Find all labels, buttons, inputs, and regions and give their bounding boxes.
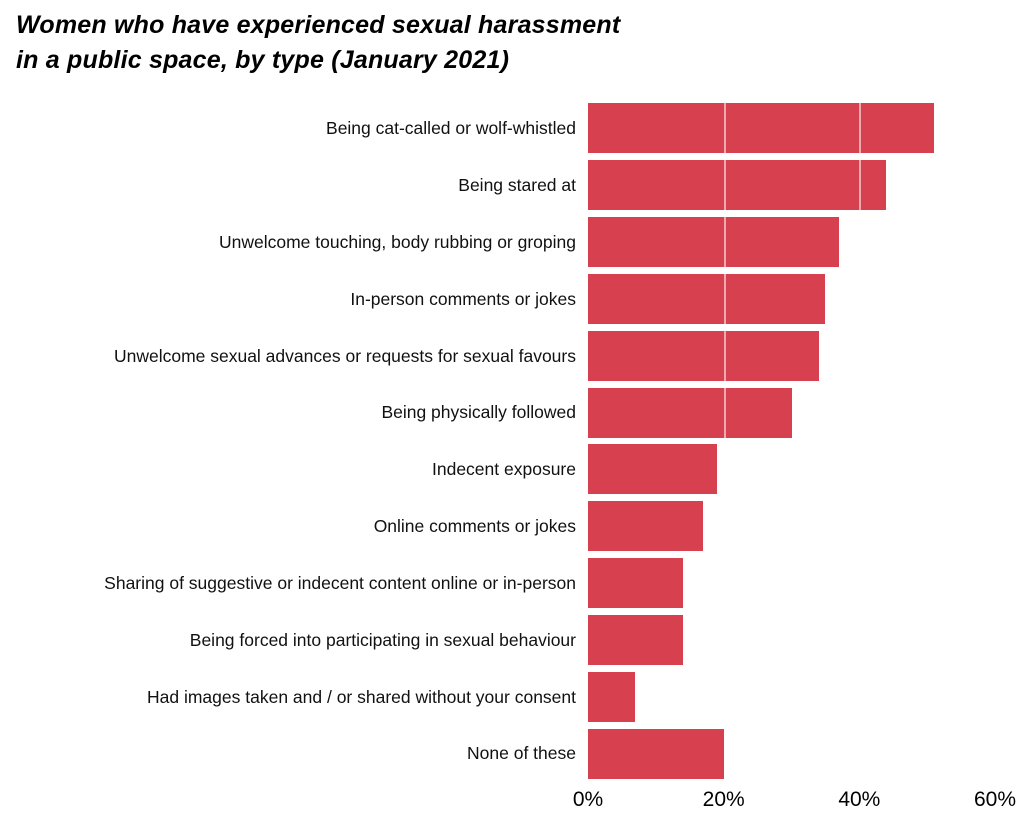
bar-track xyxy=(588,444,995,495)
bar xyxy=(588,103,934,154)
bar xyxy=(588,217,839,268)
category-label: Being physically followed xyxy=(381,402,576,423)
plot-area: Being cat-called or wolf-whistled Being … xyxy=(0,100,995,782)
gridline-40 xyxy=(859,330,862,381)
bar-track xyxy=(588,387,995,438)
chart-title: Women who have experienced sexual harass… xyxy=(0,0,1028,77)
gridline-40 xyxy=(859,217,862,268)
bar xyxy=(588,330,819,381)
bar xyxy=(588,614,683,665)
bar xyxy=(588,160,887,211)
category-label: Being stared at xyxy=(458,175,576,196)
gridline-40 xyxy=(859,273,862,324)
bar-row: Sharing of suggestive or indecent conten… xyxy=(0,555,995,612)
bar-track xyxy=(588,614,995,665)
bar-row: Unwelcome sexual advances or requests fo… xyxy=(0,327,995,384)
bar xyxy=(588,728,724,779)
chart-title-line-2: in a public space, by type (January 2021… xyxy=(16,45,510,74)
category-label: Being forced into participating in sexua… xyxy=(189,629,576,650)
category-label: Indecent exposure xyxy=(432,459,576,480)
bar-track xyxy=(588,558,995,609)
category-label: None of these xyxy=(467,743,576,764)
bar-track xyxy=(588,217,995,268)
bar-row: Being physically followed xyxy=(0,384,995,441)
bar-row: Being stared at xyxy=(0,157,995,214)
x-axis: 0% 20% 40% 60% xyxy=(0,788,1016,820)
bar xyxy=(588,387,792,438)
bar-row: Online comments or jokes xyxy=(0,498,995,555)
category-label: Had images taken and / or shared without… xyxy=(147,686,576,707)
chart-title-line-1: Women who have experienced sexual harass… xyxy=(16,11,621,39)
bar-row: Being cat-called or wolf-whistled xyxy=(0,100,995,157)
category-label: Online comments or jokes xyxy=(373,516,576,537)
bar-row: In-person comments or jokes xyxy=(0,270,995,327)
bar xyxy=(588,671,636,722)
x-tick-0: 0% xyxy=(572,788,604,811)
category-label: Unwelcome touching, body rubbing or grop… xyxy=(218,232,576,252)
bar-track xyxy=(588,103,995,154)
bar-row: Unwelcome touching, body rubbing or grop… xyxy=(0,214,995,271)
x-tick-20: 20% xyxy=(702,788,745,811)
bar xyxy=(588,501,704,552)
x-tick-60: 60% xyxy=(973,788,1017,811)
x-axis-ticks: 0% 20% 40% 60% xyxy=(573,788,1016,820)
bar-track xyxy=(588,728,995,779)
bar-track xyxy=(588,671,995,722)
bar-row: Being forced into participating in sexua… xyxy=(0,611,995,668)
category-label: Sharing of suggestive or indecent conten… xyxy=(104,572,576,593)
gridline-40 xyxy=(859,387,862,438)
bar-row: Had images taken and / or shared without… xyxy=(0,668,995,725)
bar-track xyxy=(588,160,995,211)
bar-track xyxy=(588,273,995,324)
category-label: In-person comments or jokes xyxy=(350,288,576,309)
bar xyxy=(588,558,683,609)
x-tick-40: 40% xyxy=(838,788,881,811)
bar-row: Indecent exposure xyxy=(0,441,995,498)
bar-row: None of these xyxy=(0,725,995,782)
bar xyxy=(588,444,717,495)
bar xyxy=(588,273,826,324)
bar-track xyxy=(588,501,995,552)
category-label: Unwelcome sexual advances or requests fo… xyxy=(113,345,576,366)
bar-track xyxy=(588,330,995,381)
category-label: Being cat-called or wolf-whistled xyxy=(326,118,576,139)
